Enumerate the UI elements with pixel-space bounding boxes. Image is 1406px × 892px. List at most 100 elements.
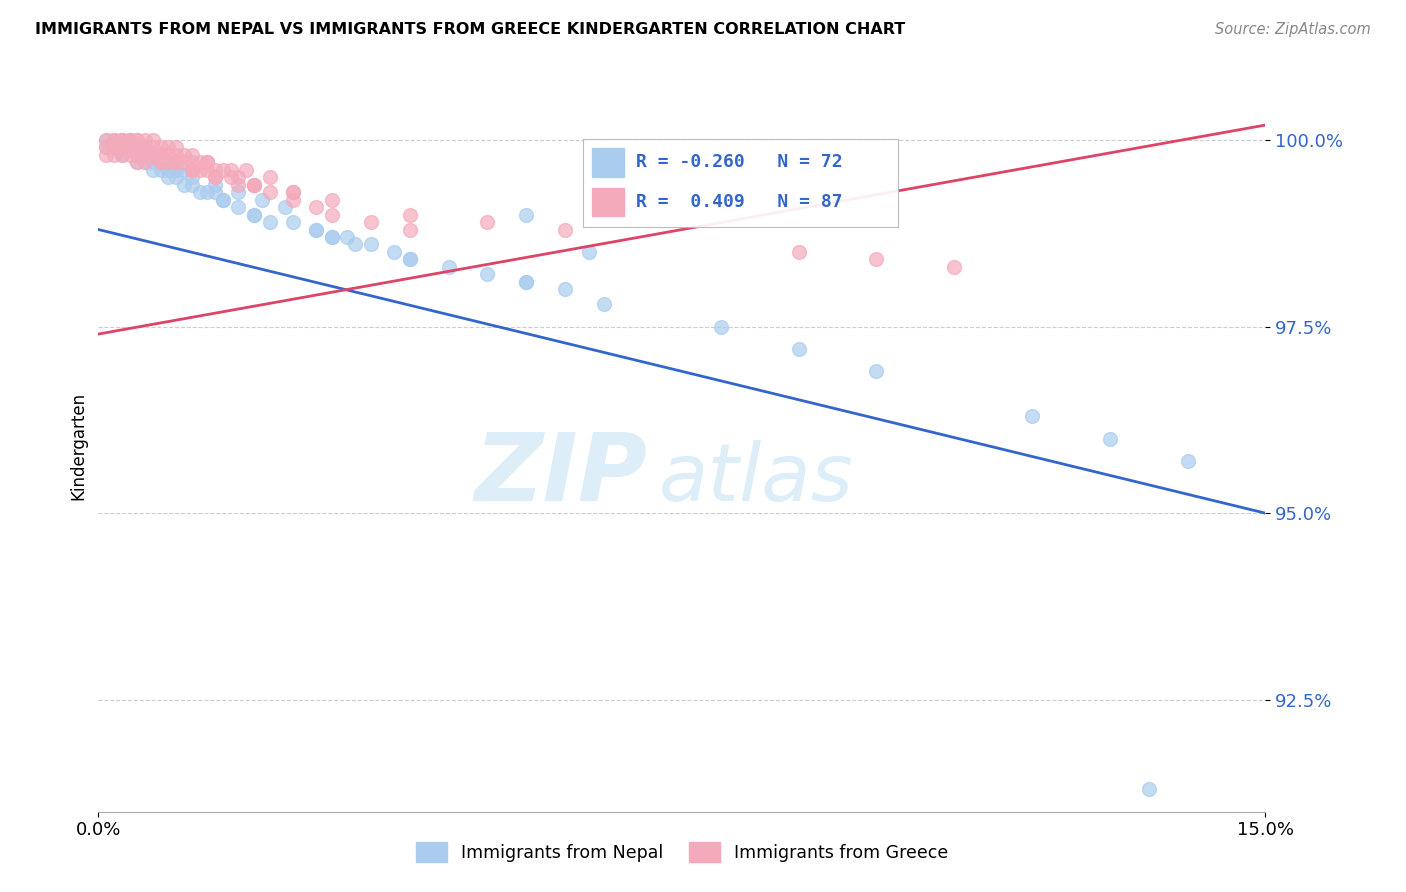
- Point: [398, 222, 420, 236]
- Point: [398, 252, 420, 267]
- Point: [157, 140, 180, 154]
- Point: [157, 148, 180, 162]
- Point: [127, 140, 149, 154]
- Point: [180, 162, 202, 177]
- Text: IMMIGRANTS FROM NEPAL VS IMMIGRANTS FROM GREECE KINDERGARTEN CORRELATION CHART: IMMIGRANTS FROM NEPAL VS IMMIGRANTS FROM…: [35, 22, 905, 37]
- Point: [219, 162, 242, 177]
- Point: [274, 200, 297, 214]
- Point: [165, 155, 187, 169]
- Point: [281, 186, 304, 200]
- Text: ZIP: ZIP: [474, 429, 647, 521]
- Point: [96, 133, 118, 147]
- Point: [212, 193, 235, 207]
- Point: [157, 155, 180, 169]
- Point: [554, 222, 576, 236]
- Point: [1098, 432, 1121, 446]
- Point: [96, 133, 118, 147]
- Point: [111, 140, 134, 154]
- Point: [103, 133, 125, 147]
- Point: [157, 155, 180, 169]
- Point: [127, 148, 149, 162]
- Point: [111, 133, 134, 147]
- Point: [477, 215, 499, 229]
- Point: [127, 133, 149, 147]
- Point: [204, 170, 226, 185]
- Point: [437, 260, 460, 274]
- Point: [336, 230, 359, 244]
- Point: [165, 155, 187, 169]
- Point: [1177, 454, 1199, 468]
- Point: [865, 252, 887, 267]
- Point: [127, 140, 149, 154]
- Point: [111, 140, 134, 154]
- Point: [149, 140, 172, 154]
- Point: [134, 133, 156, 147]
- Point: [180, 178, 202, 192]
- Point: [103, 133, 125, 147]
- Point: [127, 155, 149, 169]
- Point: [204, 162, 226, 177]
- Point: [118, 133, 141, 147]
- Point: [554, 282, 576, 296]
- Point: [228, 170, 250, 185]
- Point: [188, 155, 211, 169]
- Point: [118, 140, 141, 154]
- Point: [477, 268, 499, 282]
- Point: [165, 155, 187, 169]
- Point: [165, 170, 187, 185]
- Point: [578, 244, 600, 259]
- Point: [344, 237, 367, 252]
- Point: [103, 140, 125, 154]
- Point: [787, 342, 810, 356]
- Point: [111, 133, 134, 147]
- Point: [134, 148, 156, 162]
- Text: atlas: atlas: [658, 440, 853, 518]
- Point: [228, 178, 250, 192]
- Point: [118, 133, 141, 147]
- Point: [111, 148, 134, 162]
- Point: [127, 148, 149, 162]
- Point: [321, 230, 343, 244]
- Point: [281, 186, 304, 200]
- Point: [259, 170, 281, 185]
- Point: [515, 275, 537, 289]
- Point: [149, 148, 172, 162]
- Point: [281, 215, 304, 229]
- Point: [321, 208, 343, 222]
- Point: [1137, 782, 1160, 797]
- Point: [180, 162, 202, 177]
- Point: [195, 155, 218, 169]
- Point: [228, 200, 250, 214]
- Point: [228, 186, 250, 200]
- Point: [305, 222, 328, 236]
- Point: [96, 140, 118, 154]
- Point: [134, 140, 156, 154]
- Point: [865, 364, 887, 378]
- Point: [235, 162, 257, 177]
- Point: [250, 193, 273, 207]
- Point: [149, 155, 172, 169]
- Point: [111, 133, 134, 147]
- Point: [103, 133, 125, 147]
- Point: [134, 140, 156, 154]
- Point: [204, 186, 226, 200]
- Point: [103, 148, 125, 162]
- Point: [127, 133, 149, 147]
- Point: [212, 162, 235, 177]
- Point: [180, 155, 202, 169]
- Point: [149, 162, 172, 177]
- Point: [149, 155, 172, 169]
- Point: [142, 148, 165, 162]
- Point: [259, 186, 281, 200]
- Point: [173, 178, 195, 192]
- Point: [173, 162, 195, 177]
- Point: [127, 148, 149, 162]
- Point: [243, 178, 266, 192]
- Point: [204, 170, 226, 185]
- Point: [111, 148, 134, 162]
- Point: [188, 162, 211, 177]
- Point: [321, 230, 343, 244]
- Point: [142, 162, 165, 177]
- Point: [219, 170, 242, 185]
- Point: [398, 208, 420, 222]
